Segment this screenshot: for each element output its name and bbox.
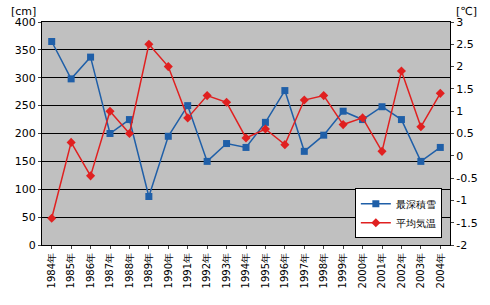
svg-text:[cm]: [cm]	[11, 5, 36, 18]
svg-text:2003年: 2003年	[415, 253, 426, 288]
svg-text:2000年: 2000年	[357, 253, 368, 288]
svg-text:-1: -1	[456, 194, 467, 207]
svg-text:平均気温: 平均気温	[396, 218, 436, 229]
svg-text:0: 0	[456, 150, 463, 163]
svg-text:150: 150	[15, 155, 36, 168]
svg-text:1990年: 1990年	[163, 253, 174, 288]
svg-text:250: 250	[15, 99, 36, 112]
svg-text:1987年: 1987年	[104, 253, 115, 288]
svg-text:200: 200	[15, 127, 36, 140]
svg-text:400: 400	[15, 16, 36, 29]
svg-text:2002年: 2002年	[396, 253, 407, 288]
svg-text:100: 100	[15, 183, 36, 196]
svg-text:300: 300	[15, 72, 36, 85]
svg-text:3: 3	[456, 16, 463, 29]
svg-text:1997年: 1997年	[299, 253, 310, 288]
svg-text:1.5: 1.5	[456, 83, 474, 96]
svg-text:最深積雪: 最深積雪	[396, 199, 436, 210]
svg-text:50: 50	[22, 211, 36, 224]
svg-text:1993年: 1993年	[221, 253, 232, 288]
svg-text:1985年: 1985年	[65, 253, 76, 288]
svg-text:1991年: 1991年	[182, 253, 193, 288]
svg-text:-2: -2	[456, 239, 467, 252]
svg-text:[℃]: [℃]	[456, 5, 477, 18]
svg-text:0.5: 0.5	[456, 127, 474, 140]
svg-text:1995年: 1995年	[260, 253, 271, 288]
svg-text:1989年: 1989年	[143, 253, 154, 288]
svg-text:0: 0	[29, 239, 36, 252]
svg-text:2: 2	[456, 60, 463, 73]
svg-text:1999年: 1999年	[337, 253, 348, 288]
svg-text:1992年: 1992年	[201, 253, 212, 288]
svg-text:1994年: 1994年	[240, 253, 251, 288]
svg-text:2.5: 2.5	[456, 38, 474, 51]
svg-text:2001年: 2001年	[376, 253, 387, 288]
svg-text:1988年: 1988年	[124, 253, 135, 288]
svg-text:2004年: 2004年	[435, 253, 446, 288]
svg-text:1986年: 1986年	[85, 253, 96, 288]
svg-text:-1.5: -1.5	[456, 217, 477, 230]
svg-text:1: 1	[456, 105, 463, 118]
svg-text:1984年: 1984年	[46, 253, 57, 288]
svg-text:-0.5: -0.5	[456, 172, 477, 185]
svg-text:350: 350	[15, 44, 36, 57]
svg-text:1998年: 1998年	[318, 253, 329, 288]
svg-text:1996年: 1996年	[279, 253, 290, 288]
